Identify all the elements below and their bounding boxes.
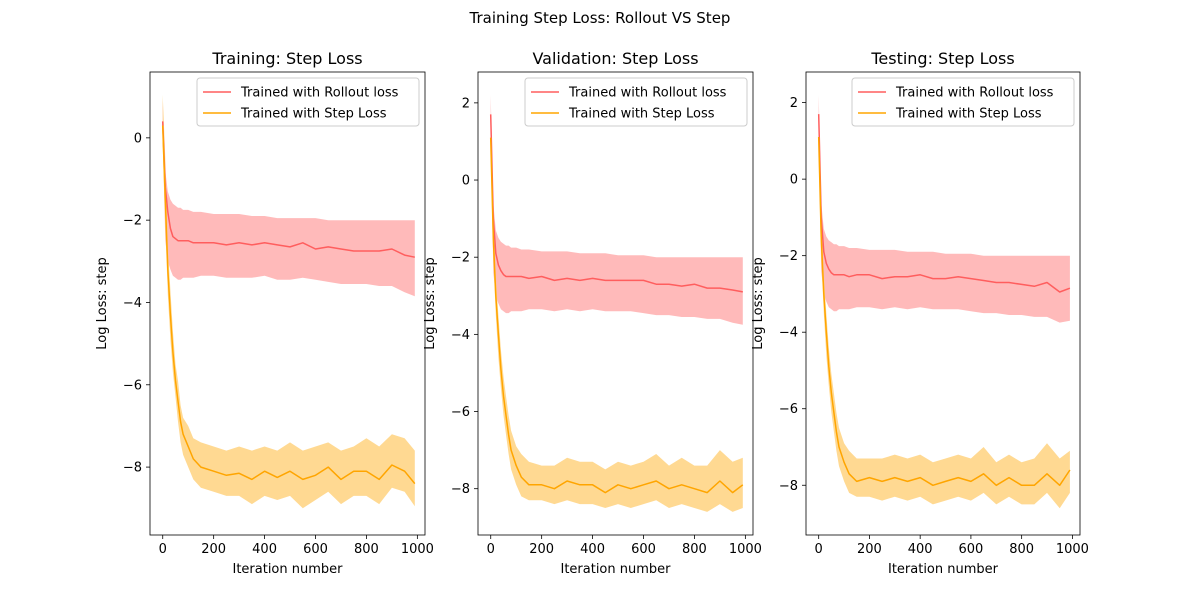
y-tick-label: 2 bbox=[462, 96, 470, 111]
plot-area bbox=[817, 95, 1071, 509]
legend: Trained with Rollout loss Trained with St… bbox=[851, 77, 1075, 127]
legend-box bbox=[196, 77, 420, 127]
y-tick-label: −6 bbox=[779, 402, 798, 417]
legend-box bbox=[524, 77, 748, 127]
y-tick-label: −6 bbox=[123, 378, 142, 393]
legend-label-step: Trained with Step Loss bbox=[568, 107, 715, 122]
plot-area bbox=[489, 95, 744, 512]
subplot-title: Training: Step Loss bbox=[211, 49, 362, 68]
x-axis-label: Iteration number bbox=[560, 562, 671, 577]
y-tick-label: −2 bbox=[451, 251, 470, 266]
x-axis-label: Iteration number bbox=[232, 562, 343, 577]
confidence-band-step bbox=[490, 118, 743, 512]
y-tick-label: 0 bbox=[134, 131, 142, 146]
x-tick-label: 1000 bbox=[1056, 542, 1089, 557]
x-tick-label: 800 bbox=[354, 542, 379, 557]
x-tick-label: 800 bbox=[1009, 542, 1034, 557]
y-tick-label: 0 bbox=[790, 173, 798, 188]
legend-label-step: Trained with Step Loss bbox=[895, 107, 1042, 122]
axes-frame bbox=[477, 71, 754, 536]
legend-box bbox=[851, 77, 1075, 127]
legend-label-rollout: Trained with Rollout loss bbox=[895, 86, 1054, 101]
confidence-band-rollout bbox=[818, 95, 1070, 323]
legend-label-step: Trained with Step Loss bbox=[240, 107, 387, 122]
y-axis-label: Log Loss: step bbox=[423, 257, 438, 350]
y-tick-label: −4 bbox=[779, 326, 798, 341]
x-tick-label: 0 bbox=[159, 542, 167, 557]
x-tick-label: 1000 bbox=[401, 542, 434, 557]
subplot-2: 0 200 400 600 800 1000 −8 −6 −4 −2 0 2 Validation: S… bbox=[423, 49, 762, 577]
legend: Trained with Rollout loss Trained with St… bbox=[524, 77, 748, 127]
y-tick-label: −2 bbox=[779, 249, 798, 264]
subplot-title: Validation: Step Loss bbox=[532, 49, 698, 68]
x-tick-label: 200 bbox=[529, 542, 554, 557]
subplot-title: Testing: Step Loss bbox=[870, 49, 1014, 68]
x-tick-label: 400 bbox=[252, 542, 277, 557]
series-line-rollout bbox=[161, 121, 415, 258]
x-tick-label: 0 bbox=[487, 542, 495, 557]
x-tick-label: 600 bbox=[958, 542, 983, 557]
x-axis-label: Iteration number bbox=[888, 562, 999, 577]
x-tick-label: 0 bbox=[815, 542, 823, 557]
confidence-band-step bbox=[818, 117, 1070, 509]
subplot-1: 0 200 400 600 800 1000 −8 −6 −4 −2 0 Training: Step… bbox=[95, 49, 434, 577]
subplot-3: 0 200 400 600 800 1000 −8 −6 −4 −2 0 2 Testing: Step… bbox=[751, 49, 1089, 577]
series-line-rollout bbox=[489, 114, 743, 293]
series-line-step bbox=[161, 125, 416, 485]
y-tick-label: −2 bbox=[123, 214, 142, 229]
x-tick-label: 400 bbox=[580, 542, 605, 557]
x-tick-label: 200 bbox=[201, 542, 226, 557]
y-tick-label: −8 bbox=[779, 479, 798, 494]
series-line-step bbox=[817, 136, 1071, 487]
y-axis-label: Log Loss: step bbox=[751, 257, 766, 350]
y-tick-label: −8 bbox=[123, 461, 142, 476]
series-line-rollout bbox=[817, 114, 1071, 293]
y-tick-label: −6 bbox=[451, 405, 470, 420]
x-tick-label: 800 bbox=[682, 542, 707, 557]
axes-frame bbox=[805, 71, 1081, 536]
x-tick-label: 600 bbox=[631, 542, 656, 557]
legend-label-rollout: Trained with Rollout loss bbox=[568, 86, 727, 101]
confidence-band-rollout bbox=[162, 100, 415, 297]
figure-title: Training Step Loss: Rollout VS Step bbox=[469, 9, 731, 27]
y-axis-label: Log Loss: step bbox=[95, 257, 110, 350]
x-tick-label: 1000 bbox=[729, 542, 762, 557]
y-tick-label: −8 bbox=[451, 482, 470, 497]
plot-area bbox=[161, 94, 416, 509]
x-tick-label: 200 bbox=[857, 542, 882, 557]
y-tick-label: 2 bbox=[790, 96, 798, 111]
x-tick-label: 400 bbox=[908, 542, 933, 557]
y-tick-label: −4 bbox=[123, 296, 142, 311]
confidence-band-rollout bbox=[490, 95, 743, 325]
axes-frame bbox=[149, 71, 426, 536]
series-line-step bbox=[489, 137, 744, 494]
x-tick-label: 600 bbox=[303, 542, 328, 557]
confidence-band-step bbox=[162, 94, 415, 509]
y-tick-label: 0 bbox=[462, 174, 470, 189]
legend: Trained with Rollout loss Trained with St… bbox=[196, 77, 420, 127]
legend-label-rollout: Trained with Rollout loss bbox=[240, 86, 399, 101]
y-tick-label: −4 bbox=[451, 328, 470, 343]
